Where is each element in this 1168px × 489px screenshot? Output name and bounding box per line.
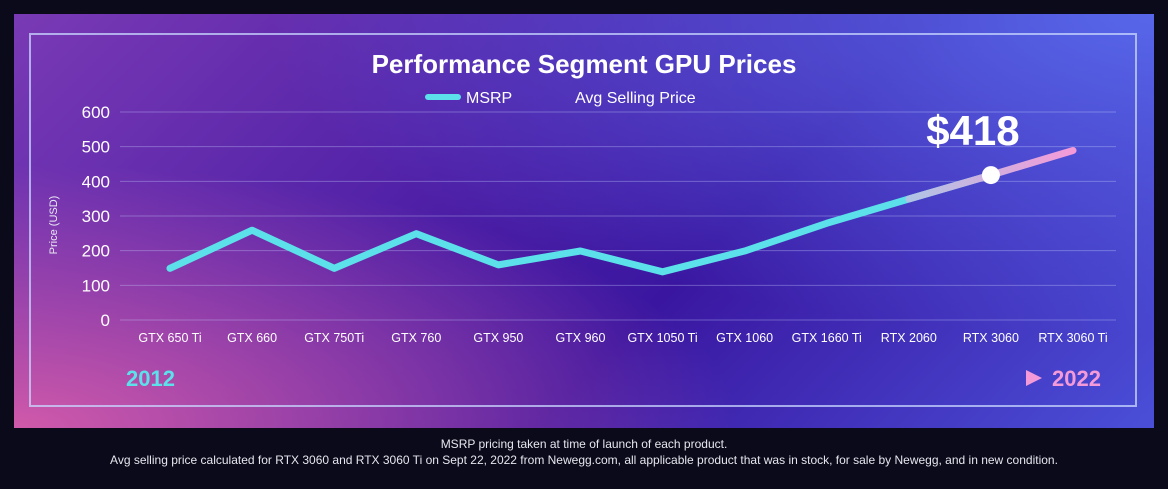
series-line-msrp [166,171,995,276]
timeline: 2012 2022 [126,366,1101,391]
x-tick-7: GTX 1060 [716,331,773,345]
y-tick-100: 100 [82,276,110,295]
footnote-line-1: MSRP pricing taken at time of launch of … [440,437,728,451]
timeline-start-year: 2012 [126,366,175,391]
x-tick-5: GTX 960 [555,331,605,345]
y-tick-400: 400 [82,172,110,191]
x-tick-labels: GTX 650 Ti GTX 660 GTX 750Ti GTX 760 GTX 950… [138,331,1107,345]
chart-title: Performance Segment GPU Prices [372,49,797,79]
highlight-label: $418 [926,107,1019,154]
x-tick-3: GTX 760 [391,331,441,345]
footnote: MSRP pricing taken at time of launch of … [0,436,1168,468]
slide-panel [14,14,1154,428]
footnote-line-2: Avg selling price calculated for RTX 306… [110,453,1058,467]
x-tick-0: GTX 650 Ti [138,331,201,345]
chart-frame [29,33,1137,407]
gridlines [120,111,1116,321]
x-tick-1: GTX 660 [227,331,277,345]
x-tick-8: GTX 1660 Ti [792,331,862,345]
y-tick-200: 200 [82,242,110,261]
x-tick-6: GTX 1050 Ti [627,331,697,345]
legend-label-msrp: MSRP [466,90,512,107]
highlight-point [981,166,1000,185]
x-tick-11: RTX 3060 Ti [1038,331,1107,345]
x-tick-9: RTX 2060 [881,331,937,345]
legend: MSRP Avg Selling Price [425,90,696,107]
x-tick-10: RTX 3060 [963,331,1019,345]
timeline-end-year: 2022 [1052,366,1101,391]
y-tick-labels: 0 100 200 300 400 500 600 [82,103,110,330]
y-axis-label: Price (USD) [48,196,60,255]
timeline-arrowhead [1026,370,1042,386]
x-tick-4: GTX 950 [473,331,523,345]
x-tick-2: GTX 750Ti [304,331,364,345]
y-tick-300: 300 [82,207,110,226]
y-tick-600: 600 [82,103,110,122]
y-tick-0: 0 [101,311,110,330]
legend-label-asp: Avg Selling Price [575,90,696,107]
price-chart: Performance Segment GPU Prices MSRP Avg … [48,49,1116,391]
series-lines [166,146,1077,276]
y-tick-500: 500 [82,138,110,157]
